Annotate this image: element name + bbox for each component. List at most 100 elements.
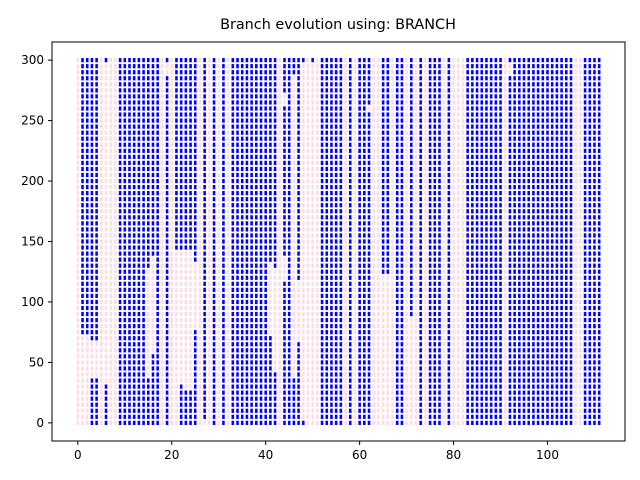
filled-cell — [151, 88, 155, 93]
filled-cell — [250, 88, 253, 93]
filled-cell — [193, 396, 197, 401]
filled-cell — [428, 191, 432, 196]
empty-cell — [301, 287, 305, 292]
empty-cell — [208, 305, 211, 311]
empty-cell — [114, 154, 117, 159]
filled-cell — [118, 172, 122, 178]
filled-cell — [325, 197, 329, 202]
filled-cell — [151, 360, 155, 365]
filled-cell — [165, 396, 169, 401]
filled-cell — [363, 348, 366, 353]
filled-cell — [428, 372, 432, 377]
filled-cell — [146, 100, 150, 105]
empty-cell — [391, 293, 394, 299]
filled-cell — [222, 227, 225, 232]
empty-cell — [81, 402, 84, 407]
empty-cell — [273, 269, 277, 274]
filled-cell — [433, 160, 437, 166]
filled-cell — [395, 154, 399, 159]
filled-cell — [245, 58, 249, 63]
empty-cell — [405, 166, 408, 172]
filled-cell — [339, 197, 343, 202]
filled-cell — [395, 251, 399, 256]
empty-cell — [161, 245, 164, 250]
empty-cell — [377, 197, 380, 202]
filled-cell — [212, 215, 216, 220]
filled-cell — [123, 360, 127, 365]
empty-cell — [278, 118, 282, 123]
filled-cell — [264, 172, 267, 178]
filled-cell — [395, 215, 399, 220]
empty-cell — [405, 233, 408, 238]
empty-cell — [226, 118, 230, 123]
filled-cell — [137, 414, 141, 419]
empty-cell — [170, 263, 174, 268]
filled-cell — [85, 118, 89, 123]
empty-cell — [372, 100, 376, 105]
empty-cell — [146, 324, 150, 329]
empty-cell — [311, 330, 314, 335]
empty-cell — [114, 112, 117, 117]
filled-cell — [231, 342, 235, 347]
filled-cell — [240, 330, 244, 335]
filled-cell — [189, 76, 192, 81]
empty-cell — [377, 311, 380, 317]
filled-cell — [325, 160, 329, 166]
filled-cell — [395, 269, 399, 274]
filled-cell — [142, 160, 145, 166]
filled-cell — [283, 317, 286, 323]
empty-cell — [170, 227, 174, 232]
empty-cell — [189, 384, 192, 389]
empty-cell — [405, 396, 408, 401]
filled-cell — [137, 360, 141, 365]
filled-cell — [325, 239, 329, 244]
empty-cell — [311, 221, 314, 226]
filled-cell — [339, 191, 343, 196]
empty-cell — [377, 420, 380, 425]
filled-cell — [165, 378, 169, 383]
filled-cell — [419, 172, 422, 178]
filled-cell — [367, 160, 371, 166]
filled-cell — [132, 148, 136, 153]
filled-cell — [231, 88, 235, 93]
empty-cell — [377, 233, 380, 238]
filled-cell — [212, 142, 216, 147]
filled-cell — [259, 342, 263, 347]
filled-cell — [395, 396, 399, 401]
empty-cell — [114, 269, 117, 274]
empty-cell — [76, 221, 80, 226]
empty-cell — [353, 336, 357, 341]
empty-cell — [170, 58, 174, 63]
empty-cell — [161, 191, 164, 196]
filled-cell — [287, 311, 291, 317]
empty-cell — [306, 293, 310, 299]
empty-cell — [391, 82, 394, 87]
filled-cell — [264, 281, 267, 286]
filled-cell — [273, 124, 277, 129]
filled-cell — [273, 209, 277, 214]
filled-cell — [419, 221, 422, 226]
empty-cell — [184, 384, 188, 389]
filled-cell — [330, 160, 333, 166]
filled-cell — [320, 311, 324, 317]
empty-cell — [278, 354, 282, 359]
filled-cell — [165, 324, 169, 329]
empty-cell — [90, 366, 94, 371]
filled-cell — [297, 100, 300, 105]
empty-cell — [410, 390, 413, 395]
empty-cell — [146, 293, 150, 299]
filled-cell — [330, 94, 333, 99]
filled-cell — [419, 106, 422, 111]
empty-cell — [377, 82, 380, 87]
empty-cell — [104, 154, 108, 159]
empty-cell — [109, 112, 112, 117]
empty-cell — [161, 160, 164, 166]
empty-cell — [161, 269, 164, 274]
filled-cell — [259, 239, 263, 244]
empty-cell — [273, 354, 277, 359]
empty-cell — [170, 154, 174, 159]
filled-cell — [330, 239, 333, 244]
filled-cell — [438, 348, 441, 353]
filled-cell — [151, 396, 155, 401]
filled-cell — [156, 124, 159, 129]
